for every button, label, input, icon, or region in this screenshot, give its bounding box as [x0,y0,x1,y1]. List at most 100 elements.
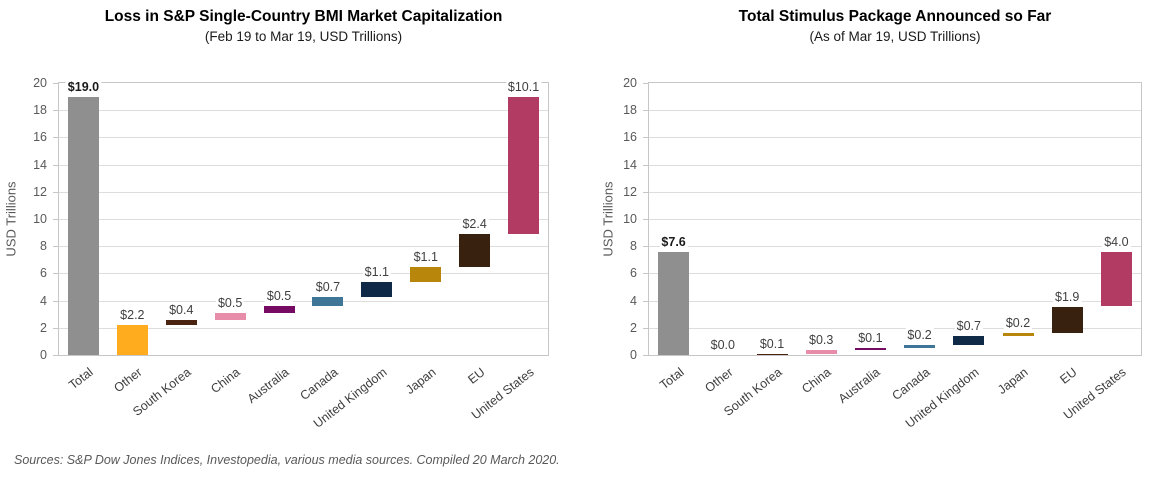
data-label-united-states: $4.0 [1102,234,1131,250]
bar-south-korea [756,353,788,355]
y-axis-tick-4 [53,300,58,302]
y-tick-label-2: 2 [630,320,637,335]
gridline-8 [649,246,1141,248]
chart-market-cap-loss: Loss in S&P Single-Country BMI Market Ca… [0,0,580,452]
y-axis-tick-0 [53,355,58,356]
data-label-south-korea: $0.1 [757,336,787,352]
data-label-united-kingdom: $0.7 [954,318,983,334]
gridline-18 [649,110,1141,112]
chart-subtitle: (Feb 19 to Mar 19, USD Trillions) [204,29,403,44]
data-label-china: $0.5 [215,295,245,311]
y-tick-label-6: 6 [40,266,47,281]
plot-area: 0 2 4 6 8 10 12 14 16 18 20 $19.0 Total $2.2 Other $0.4… [33,76,549,431]
gridline-6 [649,273,1141,275]
y-tick-label-0: 0 [630,348,637,362]
data-label-other: $2.2 [118,308,147,324]
bar-japan [1002,333,1034,336]
plot-area: 0 2 4 6 8 10 12 14 16 18 20 $7.6 Total $0.0 Other $0.1 S… [623,76,1142,431]
gridline-12 [649,191,1141,193]
bar-eu [1051,307,1083,334]
gridline-10 [59,219,548,220]
y-tick-label-8: 8 [630,239,637,254]
y-axis-tick-12 [643,191,648,193]
data-label-canada: $0.2 [905,328,934,344]
y-tick-label-12: 12 [33,184,47,199]
bar-united-kingdom [361,281,393,297]
data-label-eu: $1.9 [1053,290,1082,306]
y-tick-label-4: 4 [630,293,637,308]
chart-stimulus: Total Stimulus Package Announced so Far … [581,0,1161,452]
data-label-japan: $0.2 [1003,316,1033,332]
y-tick-label-16: 16 [623,130,637,145]
bar-china [805,349,837,354]
y-axis-tick-0 [643,355,648,356]
gridline-2 [649,327,1141,329]
y-axis-tick-2 [53,327,58,329]
data-label-total: $7.6 [659,234,688,250]
gridline-16 [59,137,548,139]
y-axis-tick-16 [643,137,648,139]
chart-subtitle: (As of Mar 19, USD Trillions) [809,29,981,44]
y-tick-label-12: 12 [623,184,637,199]
gridline-4 [59,300,548,302]
y-axis-tick-8 [53,246,58,248]
y-axis-tick-20 [53,83,58,84]
bar-australia [854,348,886,350]
bar-eu [459,233,491,267]
y-axis-tick-10 [53,219,58,220]
data-label-eu: $2.4 [460,216,489,232]
gridline-14 [649,164,1141,166]
gridline-2 [59,327,548,329]
gridline-18 [59,110,548,112]
bar-canada [312,296,344,307]
bar-china [214,312,246,320]
chart-title: Loss in S&P Single-Country BMI Market Ca… [104,8,503,25]
y-axis-tick-10 [643,219,648,220]
bar-australia [263,306,295,313]
data-label-united-states: $10.1 [505,79,542,95]
bar-japan [410,266,442,282]
data-label-japan: $1.1 [411,249,440,265]
gridline-12 [59,191,548,193]
bar-south-korea [165,319,197,326]
y-axis-tick-16 [53,137,58,139]
gridline-4 [649,300,1141,302]
data-label-china: $0.3 [807,332,836,348]
y-tick-label-20: 20 [623,76,637,90]
y-axis-tick-14 [643,164,648,166]
bar-other [116,325,148,355]
y-axis-tick-14 [53,164,58,166]
y-tick-label-6: 6 [630,266,637,281]
data-label-united-kingdom: $1.1 [362,264,392,280]
data-label-other: $0.0 [708,338,737,353]
y-tick-label-8: 8 [40,239,47,254]
gridline-14 [59,164,548,166]
data-label-australia: $0.1 [856,331,885,347]
y-tick-label-2: 2 [40,320,47,335]
gridline-16 [649,137,1141,139]
y-tick-label-0: 0 [40,348,47,362]
data-label-australia: $0.5 [264,289,294,305]
gridline-6 [59,273,548,275]
y-tick-label-18: 18 [33,103,47,118]
data-label-total: $19.0 [65,79,102,95]
y-tick-label-18: 18 [623,103,637,118]
y-axis-tick-6 [53,273,58,275]
bar-total [658,251,690,355]
y-axis-tick-18 [643,110,648,112]
bar-united-states [508,96,540,234]
chart-title: Total Stimulus Package Announced so Far [738,8,1052,25]
y-tick-label-16: 16 [33,130,47,145]
bar-total [67,96,99,355]
y-axis-tick-4 [643,300,648,302]
bar-united-kingdom [953,335,985,346]
y-tick-label-14: 14 [33,157,47,172]
y-tick-label-20: 20 [33,76,47,90]
y-tick-label-4: 4 [40,293,47,308]
gridline-10 [649,219,1141,220]
y-axis-tick-20 [643,83,648,84]
y-tick-label-10: 10 [623,212,637,226]
data-label-canada: $0.7 [313,279,343,295]
y-axis-tick-12 [53,191,58,193]
